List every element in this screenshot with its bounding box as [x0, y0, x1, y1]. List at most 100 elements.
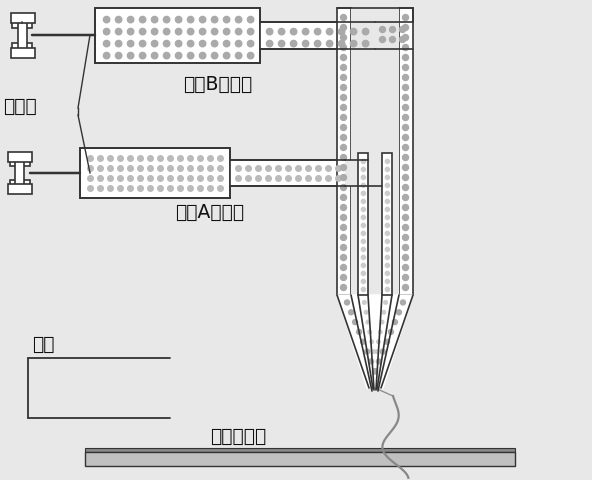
Circle shape	[175, 28, 182, 35]
Circle shape	[163, 16, 170, 23]
Circle shape	[345, 300, 349, 305]
Circle shape	[385, 223, 390, 228]
Circle shape	[128, 186, 133, 192]
Bar	[17, 158, 23, 188]
Circle shape	[385, 271, 390, 276]
Circle shape	[340, 55, 346, 60]
Bar	[19, 20, 25, 51]
Circle shape	[340, 45, 346, 50]
Circle shape	[372, 369, 378, 374]
Circle shape	[361, 271, 365, 276]
Circle shape	[218, 186, 223, 192]
Circle shape	[340, 134, 346, 141]
Circle shape	[188, 186, 194, 192]
Circle shape	[246, 166, 251, 171]
Circle shape	[188, 176, 194, 181]
Circle shape	[372, 350, 375, 353]
Circle shape	[247, 40, 254, 47]
Circle shape	[314, 28, 321, 35]
Circle shape	[340, 24, 346, 31]
Circle shape	[349, 310, 353, 315]
Circle shape	[188, 16, 194, 23]
Circle shape	[175, 40, 182, 47]
Circle shape	[365, 349, 369, 354]
Circle shape	[178, 176, 184, 181]
Circle shape	[340, 64, 346, 71]
Circle shape	[369, 359, 374, 364]
Circle shape	[200, 16, 206, 23]
Circle shape	[385, 168, 390, 171]
Circle shape	[127, 40, 134, 47]
Circle shape	[236, 52, 242, 59]
Circle shape	[266, 40, 273, 47]
Circle shape	[198, 186, 203, 192]
Circle shape	[403, 45, 408, 50]
Circle shape	[108, 166, 113, 171]
Bar	[399, 8, 413, 295]
Bar	[12, 43, 32, 51]
Circle shape	[384, 300, 387, 304]
Circle shape	[385, 175, 390, 180]
Circle shape	[340, 144, 346, 151]
Circle shape	[178, 186, 184, 192]
Circle shape	[339, 40, 345, 47]
Circle shape	[362, 40, 369, 47]
Circle shape	[403, 215, 408, 220]
Circle shape	[385, 231, 390, 236]
Circle shape	[218, 166, 223, 171]
Circle shape	[157, 186, 163, 192]
Circle shape	[403, 14, 408, 21]
Bar	[85, 452, 515, 466]
Circle shape	[361, 207, 365, 212]
Bar	[382, 153, 392, 295]
Circle shape	[157, 176, 163, 181]
Circle shape	[403, 194, 408, 201]
Circle shape	[223, 28, 230, 35]
Circle shape	[340, 124, 346, 131]
Circle shape	[98, 176, 103, 181]
Circle shape	[147, 166, 153, 171]
Circle shape	[218, 176, 223, 181]
Circle shape	[168, 156, 173, 161]
Circle shape	[163, 52, 170, 59]
Circle shape	[403, 225, 408, 230]
Bar	[351, 8, 399, 295]
Circle shape	[403, 165, 408, 170]
Circle shape	[200, 52, 206, 59]
Text: 组分B纺丝液: 组分B纺丝液	[183, 75, 252, 94]
Circle shape	[118, 176, 123, 181]
Circle shape	[381, 349, 385, 354]
Circle shape	[403, 155, 408, 160]
Circle shape	[361, 255, 365, 260]
Circle shape	[147, 176, 153, 181]
Circle shape	[247, 52, 254, 59]
Circle shape	[211, 40, 218, 47]
Circle shape	[361, 223, 365, 228]
Circle shape	[303, 28, 309, 35]
Circle shape	[276, 166, 281, 171]
Circle shape	[88, 186, 94, 192]
Circle shape	[286, 176, 291, 181]
Circle shape	[340, 235, 346, 240]
Circle shape	[291, 28, 297, 35]
Circle shape	[385, 264, 390, 267]
Circle shape	[403, 235, 408, 240]
Circle shape	[168, 176, 173, 181]
Bar	[358, 153, 368, 295]
Circle shape	[340, 225, 346, 230]
Circle shape	[266, 176, 271, 181]
Circle shape	[385, 159, 390, 164]
Circle shape	[115, 16, 122, 23]
Circle shape	[98, 186, 103, 192]
Circle shape	[403, 134, 408, 141]
Circle shape	[198, 166, 203, 171]
Circle shape	[403, 204, 408, 211]
Circle shape	[188, 28, 194, 35]
Circle shape	[139, 52, 146, 59]
Circle shape	[316, 166, 321, 171]
Circle shape	[246, 176, 251, 181]
Text: 纺丝接收器: 纺丝接收器	[210, 427, 266, 446]
Circle shape	[128, 156, 133, 161]
Circle shape	[397, 310, 401, 315]
Circle shape	[118, 166, 123, 171]
